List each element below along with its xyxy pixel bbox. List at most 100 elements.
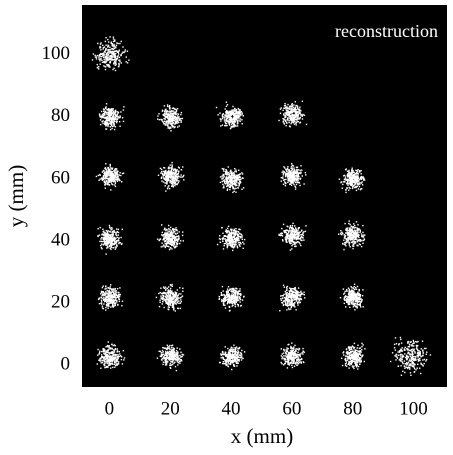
- speckle: [419, 359, 421, 362]
- speckle: [285, 299, 287, 301]
- speckle: [118, 241, 120, 244]
- spot: [279, 284, 306, 312]
- speckle: [108, 184, 111, 186]
- speckle: [105, 361, 107, 363]
- speckle: [287, 362, 289, 365]
- speckle: [240, 237, 242, 239]
- speckle: [171, 248, 173, 250]
- speckle: [120, 355, 122, 357]
- speckle: [401, 360, 403, 362]
- speckle: [173, 182, 175, 184]
- speckle: [237, 352, 240, 354]
- speckle: [362, 231, 364, 234]
- speckle: [288, 301, 290, 303]
- speckle: [342, 352, 344, 354]
- speckle: [285, 236, 287, 238]
- speckle: [114, 296, 117, 299]
- speckle: [295, 300, 297, 302]
- speckle: [166, 302, 168, 304]
- speckle: [164, 227, 166, 229]
- speckle: [177, 180, 179, 182]
- speckle: [238, 175, 241, 178]
- speckle: [169, 182, 171, 184]
- speckle: [222, 168, 225, 171]
- speckle: [218, 361, 221, 364]
- speckle: [163, 355, 165, 358]
- speckle: [346, 298, 348, 300]
- speckle: [300, 358, 303, 360]
- speckle: [361, 239, 363, 242]
- speckle: [406, 358, 408, 360]
- speckle: [233, 233, 235, 235]
- speckle: [348, 346, 350, 348]
- speckle: [241, 238, 243, 240]
- speckle: [237, 291, 239, 294]
- speckle: [236, 237, 239, 239]
- speckle: [407, 366, 409, 369]
- speckle: [285, 293, 288, 295]
- speckle: [361, 295, 364, 297]
- speckle: [167, 290, 169, 292]
- speckle: [286, 229, 288, 231]
- speckle: [293, 299, 295, 301]
- speckle: [228, 174, 230, 176]
- speckle: [305, 225, 307, 227]
- speckle: [236, 300, 238, 302]
- speckle: [224, 353, 226, 355]
- speckle: [235, 300, 237, 303]
- speckle: [178, 302, 180, 304]
- speckle: [242, 247, 244, 249]
- speckle: [237, 187, 239, 189]
- speckle: [426, 351, 428, 353]
- speckle: [171, 243, 174, 246]
- speckle: [108, 296, 110, 299]
- speckle: [112, 344, 114, 347]
- speckle: [163, 306, 165, 309]
- speckle: [419, 354, 421, 356]
- speckle: [229, 359, 231, 361]
- speckle: [167, 303, 170, 305]
- speckle: [113, 238, 116, 241]
- speckle: [175, 300, 177, 302]
- speckle: [396, 354, 398, 356]
- speckle: [409, 367, 411, 369]
- speckle: [167, 177, 169, 179]
- speckle: [103, 180, 105, 182]
- speckle: [107, 297, 109, 299]
- speckle: [228, 240, 230, 242]
- speckle: [293, 354, 296, 356]
- speckle: [171, 235, 173, 237]
- speckle: [291, 229, 293, 231]
- speckle: [289, 234, 291, 237]
- speckle: [111, 288, 113, 290]
- speckle: [360, 245, 363, 248]
- speckle: [121, 181, 123, 183]
- speckle: [175, 242, 178, 244]
- speckle: [97, 174, 99, 177]
- speckle: [296, 233, 298, 235]
- speckle: [232, 186, 235, 189]
- speckle: [114, 184, 116, 186]
- speckle: [103, 175, 105, 177]
- speckle: [352, 289, 354, 292]
- speckle: [290, 233, 292, 235]
- speckle: [233, 237, 235, 239]
- speckle: [234, 355, 236, 358]
- speckle: [411, 362, 414, 364]
- speckle: [354, 304, 356, 306]
- speckle: [161, 231, 163, 234]
- speckle: [171, 300, 173, 303]
- speckle: [104, 300, 106, 303]
- speckle: [159, 355, 162, 357]
- speckle: [109, 164, 111, 166]
- speckle: [355, 354, 357, 356]
- speckle: [111, 358, 114, 360]
- speckle: [101, 294, 104, 296]
- speckle: [225, 355, 227, 357]
- speckle: [165, 297, 168, 299]
- speckle: [234, 357, 236, 359]
- speckle: [357, 292, 359, 295]
- speckle: [120, 236, 122, 239]
- speckle: [293, 358, 296, 360]
- spot: [280, 342, 305, 369]
